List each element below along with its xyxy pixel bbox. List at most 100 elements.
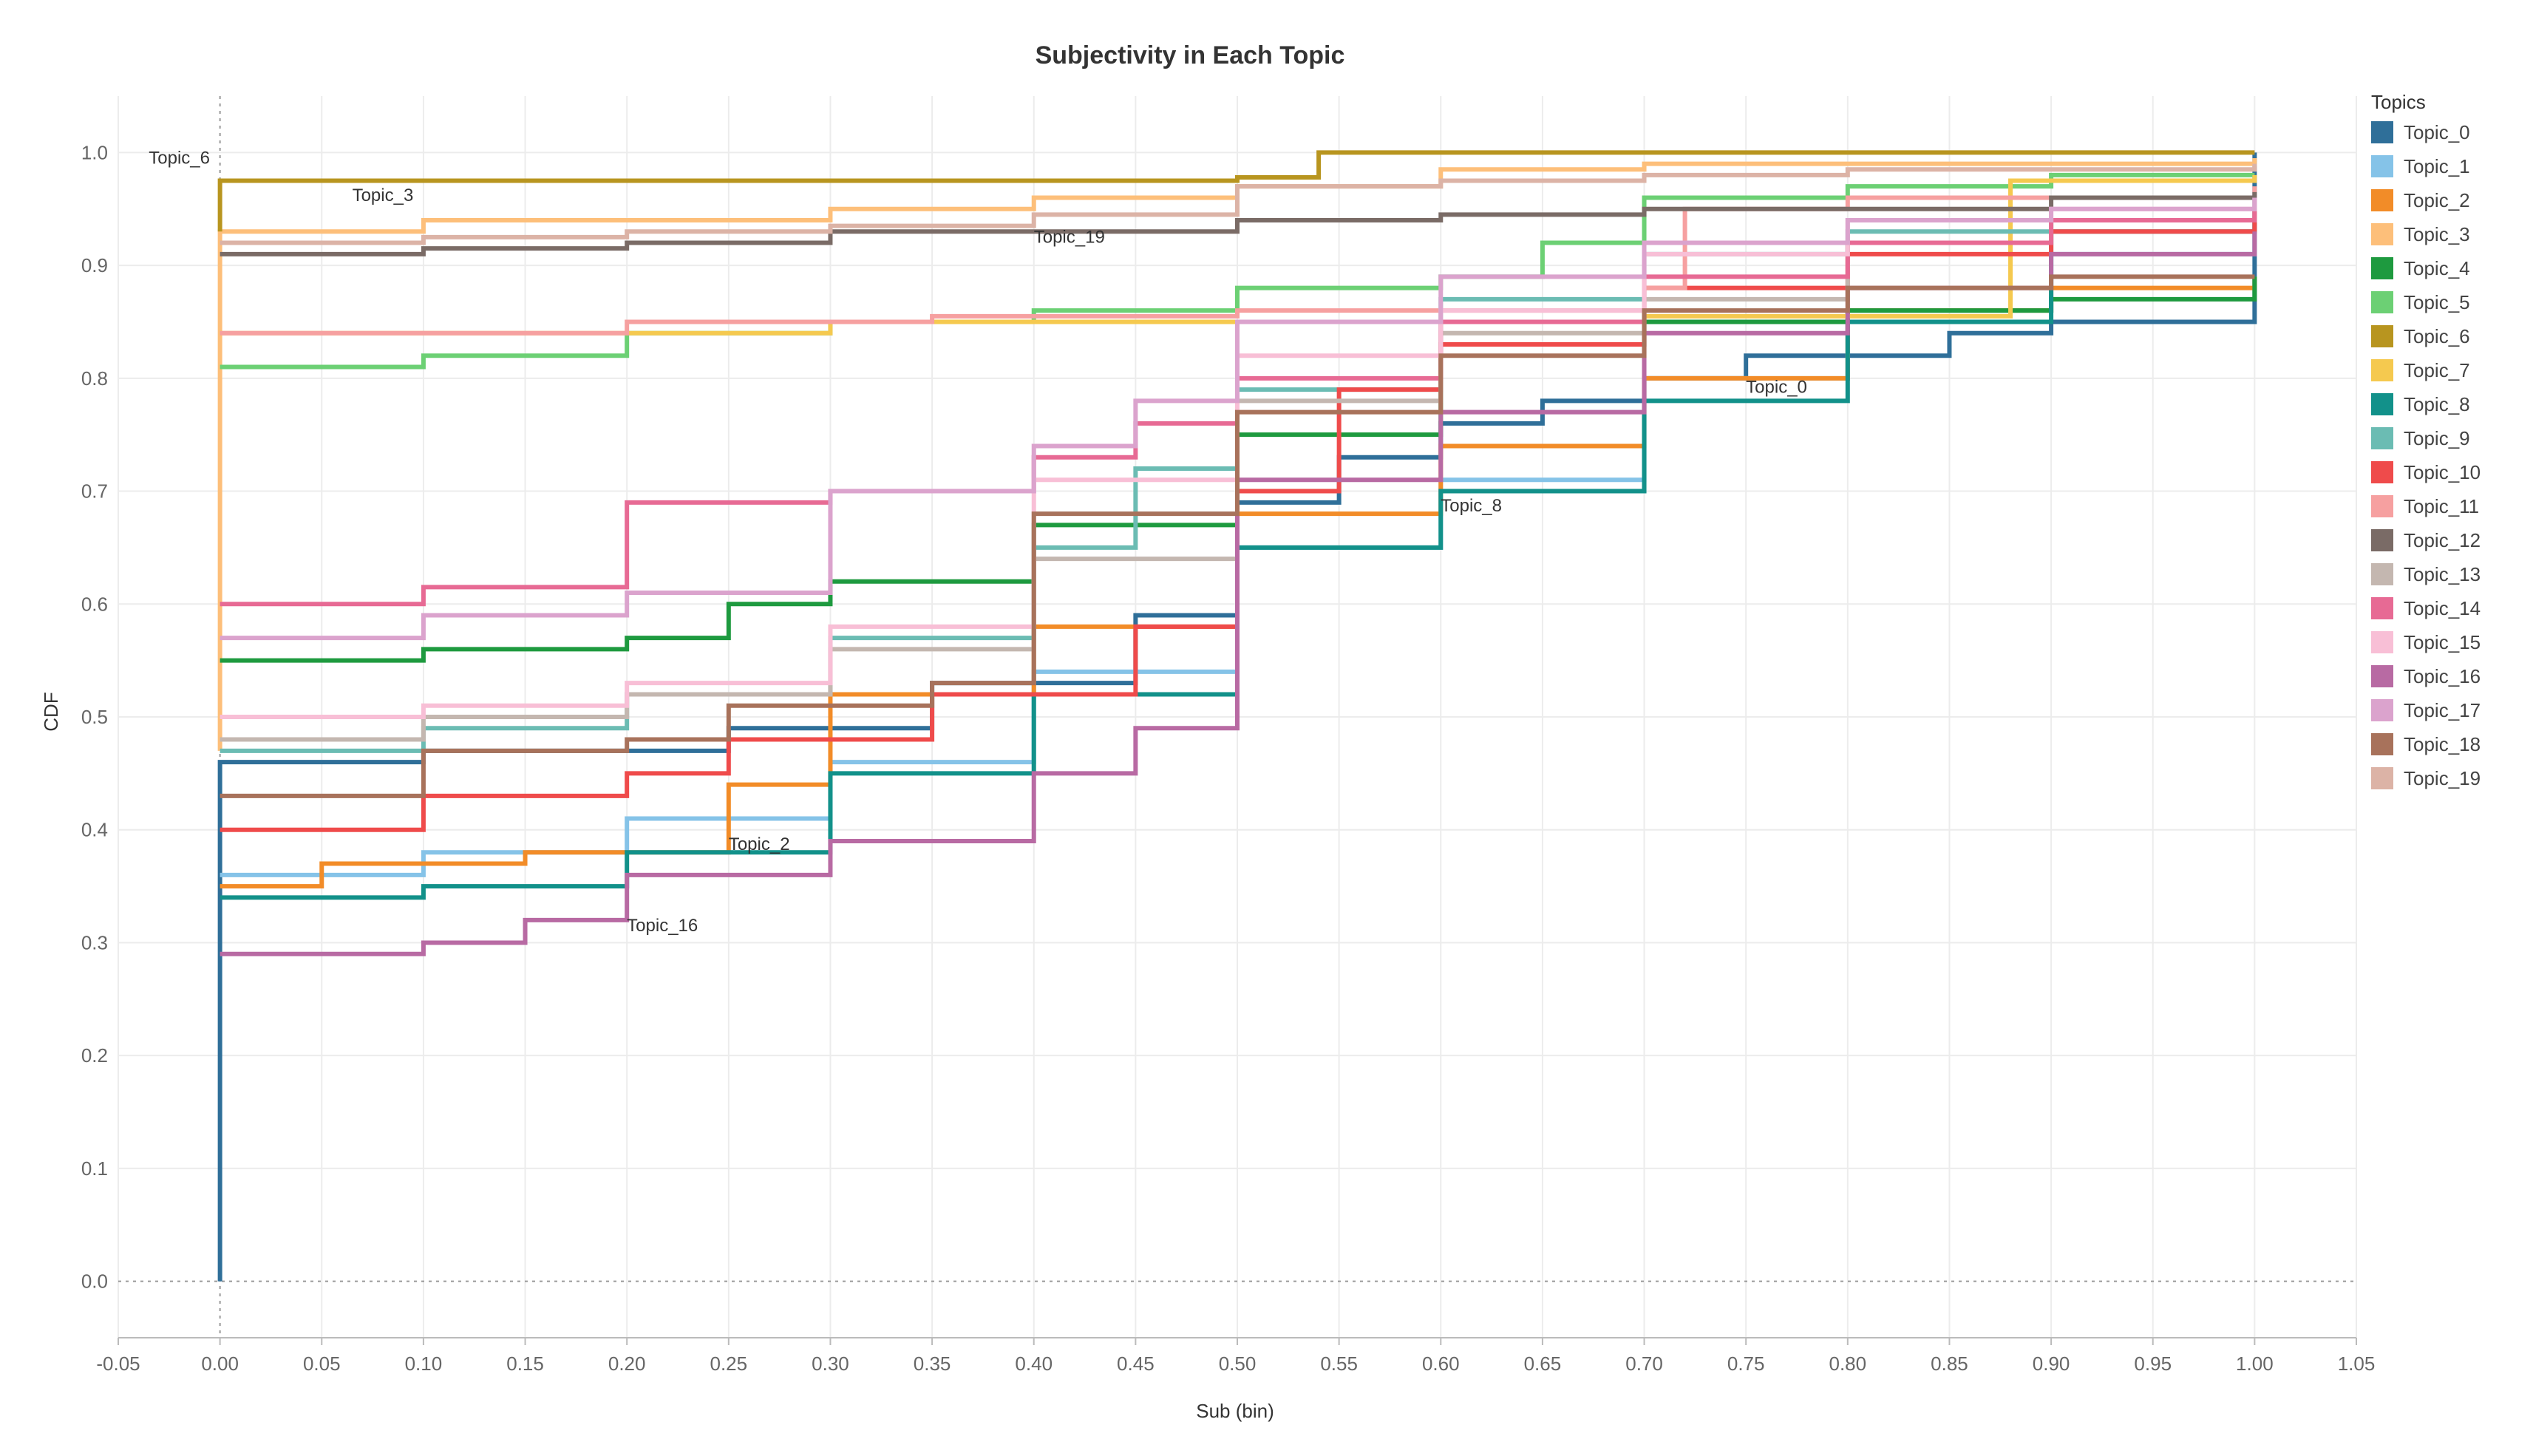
series-line-topic-5[interactable] [220, 172, 2255, 370]
y-tick-label: 0.7 [81, 480, 108, 503]
annotation-topic-0: Topic_0 [1746, 378, 1807, 398]
legend-item-topic-3[interactable]: Topic_3 [2371, 217, 2526, 251]
legend-swatch [2371, 155, 2393, 177]
x-tick-label: 0.10 [405, 1353, 443, 1375]
x-tick-label: 0.45 [1117, 1353, 1155, 1375]
series-line-topic-6[interactable] [217, 150, 2255, 232]
x-tick-label: 0.35 [914, 1353, 951, 1375]
legend-label: Topic_9 [2404, 426, 2470, 449]
x-tick-label: 0.95 [2134, 1353, 2172, 1375]
legend-label: Topic_10 [2404, 460, 2481, 483]
legend-item-topic-17[interactable]: Topic_17 [2371, 693, 2526, 727]
series-line-topic-3[interactable] [217, 158, 2257, 751]
annotation-topic-3: Topic_3 [353, 186, 414, 205]
x-tick-label: 0.65 [1524, 1353, 1562, 1375]
legend-label: Topic_18 [2404, 732, 2481, 755]
x-tick-label: 0.80 [1829, 1353, 1867, 1375]
legend-label: Topic_3 [2404, 222, 2470, 245]
legend-label: Topic_16 [2404, 664, 2481, 687]
legend-swatch [2371, 767, 2393, 789]
y-tick-label: 0.5 [81, 706, 108, 728]
x-tick-label: 0.40 [1015, 1353, 1053, 1375]
legend-item-topic-9[interactable]: Topic_9 [2371, 421, 2526, 455]
legend-item-topic-8[interactable]: Topic_8 [2371, 387, 2526, 421]
legend-swatch [2371, 121, 2393, 143]
annotation-topic-16: Topic_16 [627, 916, 698, 936]
x-tick-label: 0.15 [506, 1353, 544, 1375]
legend-swatch [2371, 189, 2393, 211]
y-tick-label: 1.0 [81, 141, 108, 163]
legend-swatch [2371, 393, 2393, 415]
legend-swatch [2371, 529, 2393, 551]
chart-title: Subjectivity in Each Topic [1036, 41, 1345, 69]
legend-item-topic-5[interactable]: Topic_5 [2371, 285, 2526, 319]
legend-swatch [2371, 699, 2393, 721]
legend-item-topic-15[interactable]: Topic_15 [2371, 625, 2526, 659]
y-tick-label: 0.4 [81, 819, 108, 841]
y-tick-label: 0.9 [81, 254, 108, 276]
legend-item-topic-7[interactable]: Topic_7 [2371, 353, 2526, 387]
legend-item-topic-0[interactable]: Topic_0 [2371, 115, 2526, 149]
legend-label: Topic_0 [2404, 120, 2470, 143]
legend-swatch [2371, 597, 2393, 619]
legend-label: Topic_7 [2404, 358, 2470, 381]
annotations: Topic_6 Topic_3 Topic_19 Topic_0 Topic_8 Topi… [149, 149, 1807, 936]
legend-label: Topic_11 [2404, 494, 2480, 517]
y-tick-label: 0.0 [81, 1270, 108, 1293]
legend-swatch [2371, 733, 2393, 755]
x-tick-label: 0.60 [1422, 1353, 1460, 1375]
legend-label: Topic_8 [2404, 392, 2470, 415]
legend-label: Topic_17 [2404, 698, 2481, 721]
y-tick-label: 0.1 [81, 1157, 108, 1180]
legend-item-topic-16[interactable]: Topic_16 [2371, 659, 2526, 693]
legend-swatch [2371, 665, 2393, 687]
legend-item-topic-12[interactable]: Topic_12 [2371, 523, 2526, 557]
legend-item-topic-2[interactable]: Topic_2 [2371, 183, 2526, 217]
series-line-topic-19[interactable] [220, 163, 2257, 245]
legend-item-topic-14[interactable]: Topic_14 [2371, 591, 2526, 625]
legend-item-topic-4[interactable]: Topic_4 [2371, 251, 2526, 285]
x-tick-label: 0.00 [201, 1353, 239, 1375]
annotation-topic-19: Topic_19 [1034, 228, 1105, 248]
legend-item-topic-19[interactable]: Topic_19 [2371, 761, 2526, 795]
legend-label: Topic_2 [2404, 188, 2470, 211]
legend-swatch [2371, 325, 2393, 347]
legend-label: Topic_6 [2404, 324, 2470, 347]
legend-item-topic-13[interactable]: Topic_13 [2371, 557, 2526, 591]
legend-label: Topic_19 [2404, 766, 2481, 789]
legend-swatch [2371, 563, 2393, 585]
x-tick-label: 0.20 [608, 1353, 646, 1375]
legend-label: Topic_12 [2404, 528, 2481, 551]
legend-swatch [2371, 359, 2393, 381]
legend-swatch [2371, 631, 2393, 653]
x-tick-label: 0.55 [1320, 1353, 1358, 1375]
legend-item-topic-18[interactable]: Topic_18 [2371, 727, 2526, 761]
x-tick-label: 0.70 [1625, 1353, 1663, 1375]
legend-label: Topic_14 [2404, 596, 2481, 619]
legend-swatch [2371, 257, 2393, 279]
x-tick-label: 0.75 [1727, 1353, 1765, 1375]
x-tick-label: -0.05 [96, 1353, 140, 1375]
series-line-topic-18[interactable] [220, 274, 2255, 798]
x-tick-label: 1.05 [2338, 1353, 2376, 1375]
legend-label: Topic_4 [2404, 256, 2470, 279]
legend-item-topic-10[interactable]: Topic_10 [2371, 455, 2526, 489]
legend-item-topic-1[interactable]: Topic_1 [2371, 149, 2526, 183]
legend-swatch [2371, 461, 2393, 483]
series-line-topic-17[interactable] [220, 197, 2257, 641]
legend-item-topic-11[interactable]: Topic_11 [2371, 489, 2526, 523]
x-tick-label: 0.90 [2033, 1353, 2070, 1375]
annotation-topic-2: Topic_2 [729, 834, 790, 854]
legend-item-topic-6[interactable]: Topic_6 [2371, 319, 2526, 353]
legend-swatch [2371, 223, 2393, 245]
legend-label: Topic_13 [2404, 562, 2481, 585]
y-tick-label: 0.2 [81, 1044, 108, 1067]
x-tick-label: 0.25 [710, 1353, 748, 1375]
legend: Topics Topic_0 Topic_1 Topic_2 Topic_3 Topic… [2371, 89, 2526, 795]
legend-label: Topic_5 [2404, 290, 2470, 313]
legend-label: Topic_1 [2404, 154, 2470, 177]
y-tick-label: 0.8 [81, 367, 108, 389]
y-tick-label: 0.3 [81, 931, 108, 953]
legend-title: Topics [2371, 91, 2426, 113]
